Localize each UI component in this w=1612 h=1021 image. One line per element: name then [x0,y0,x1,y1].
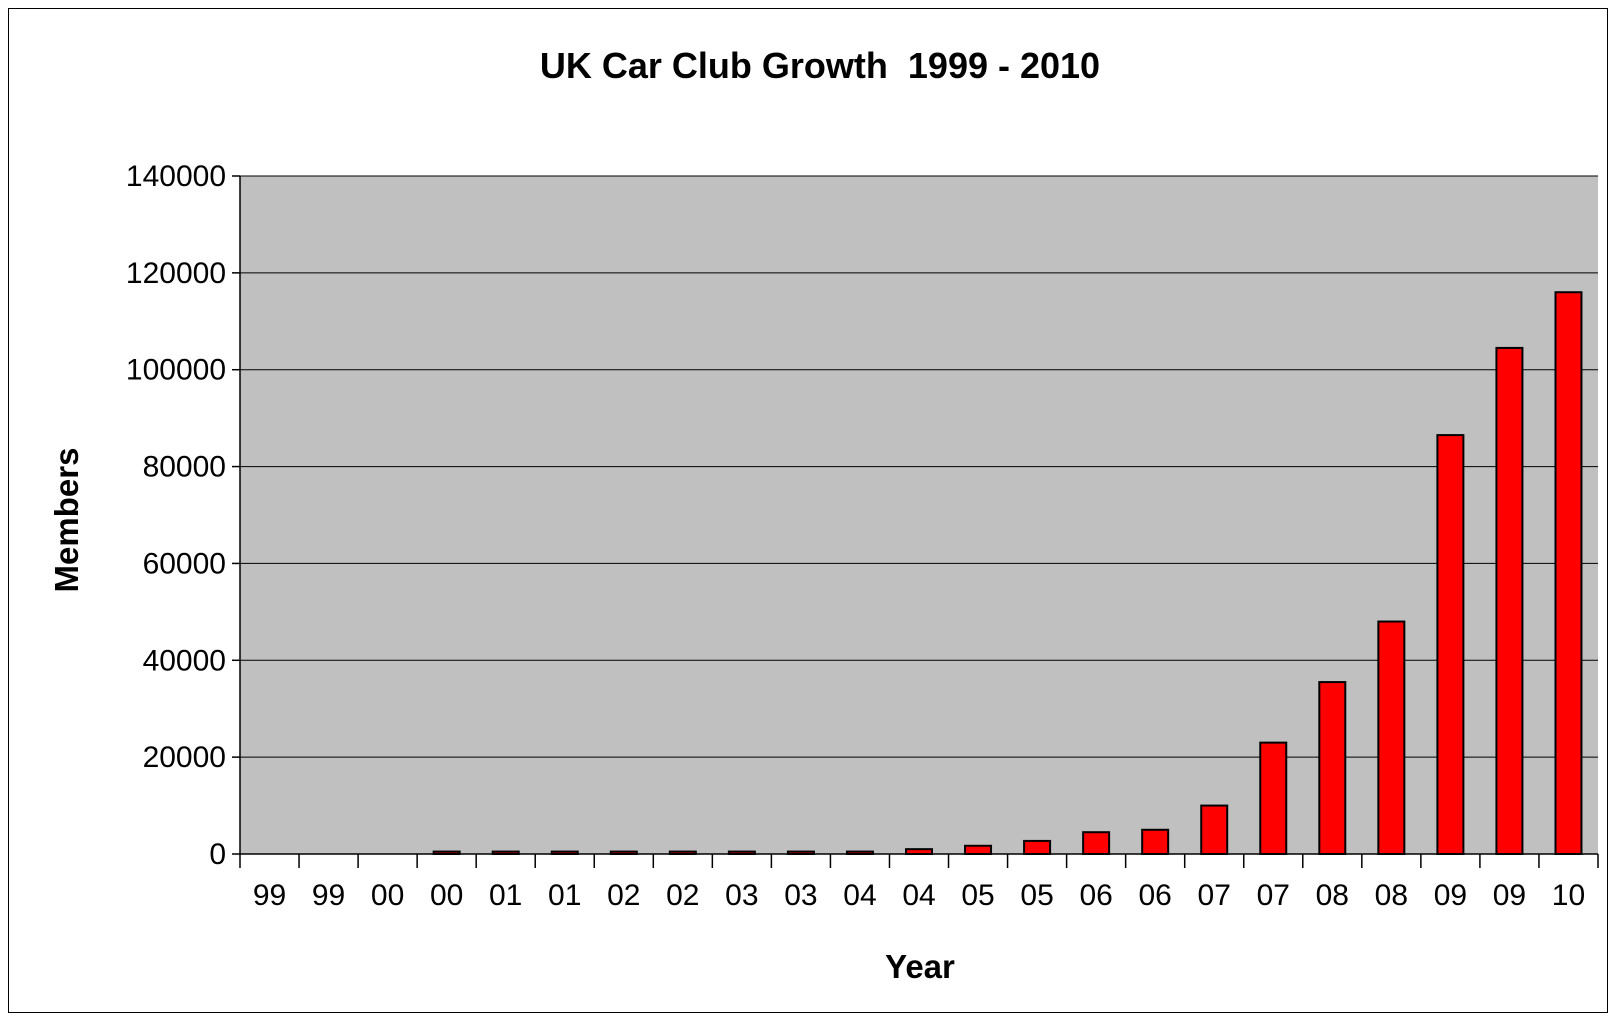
bar [1023,839,1052,855]
x-tick-label: 06 [1138,879,1171,912]
x-tick-label: 05 [961,879,994,912]
axes [232,175,1599,868]
bar [1259,741,1288,855]
x-tick-label: 09 [1493,879,1526,912]
bar [964,844,993,856]
y-tick-labels: 0 20000 40000 60000 80000 100000 120000 140000 [126,160,226,871]
x-tick-label: 00 [371,879,404,912]
x-tick-label: 99 [312,879,345,912]
x-tick-label: 02 [666,879,699,912]
y-tick-label: 60000 [143,547,226,580]
x-axis-title: Year [885,948,955,985]
y-tick-label: 140000 [126,160,226,193]
bar [1082,831,1111,856]
y-tick-label: 0 [209,838,226,871]
bar [1377,620,1406,855]
bar [1436,434,1465,855]
x-tick-label: 02 [607,879,640,912]
y-tick-label: 120000 [126,257,226,290]
x-tick-label: 00 [430,879,463,912]
x-tick-label: 08 [1316,879,1349,912]
plot-area [240,176,1598,854]
bar [1318,681,1347,855]
gridlines [240,175,1598,758]
x-tick-labels: 99 99 00 00 01 01 02 02 03 03 04 04 05 05 06 06 07 07 08 08… [253,879,1585,912]
y-tick-label: 80000 [143,451,226,484]
x-tick-label: 03 [784,879,817,912]
bar [1554,291,1583,855]
y-axis-title: Members [48,448,85,593]
x-tick-label: 07 [1257,879,1290,912]
x-tick-label: 09 [1434,879,1467,912]
y-tick-label: 100000 [126,354,226,387]
x-tick-label: 99 [253,879,286,912]
y-tick-label: 40000 [143,644,226,677]
bar [1141,828,1170,855]
y-tick-label: 20000 [143,741,226,774]
x-tick-label: 01 [548,879,581,912]
x-tick-label: 04 [902,879,935,912]
bar [1495,346,1524,855]
x-tick-label: 10 [1552,879,1585,912]
bars [432,291,1583,856]
chart-title: UK Car Club Growth 1999 - 2010 [540,45,1100,86]
x-tick-label: 08 [1375,879,1408,912]
x-tick-label: 06 [1079,879,1112,912]
x-tick-label: 03 [725,879,758,912]
x-tick-label: 05 [1020,879,1053,912]
x-tick-label: 07 [1198,879,1231,912]
x-tick-label: 01 [489,879,522,912]
bar [1200,804,1229,855]
x-tick-label: 04 [843,879,876,912]
